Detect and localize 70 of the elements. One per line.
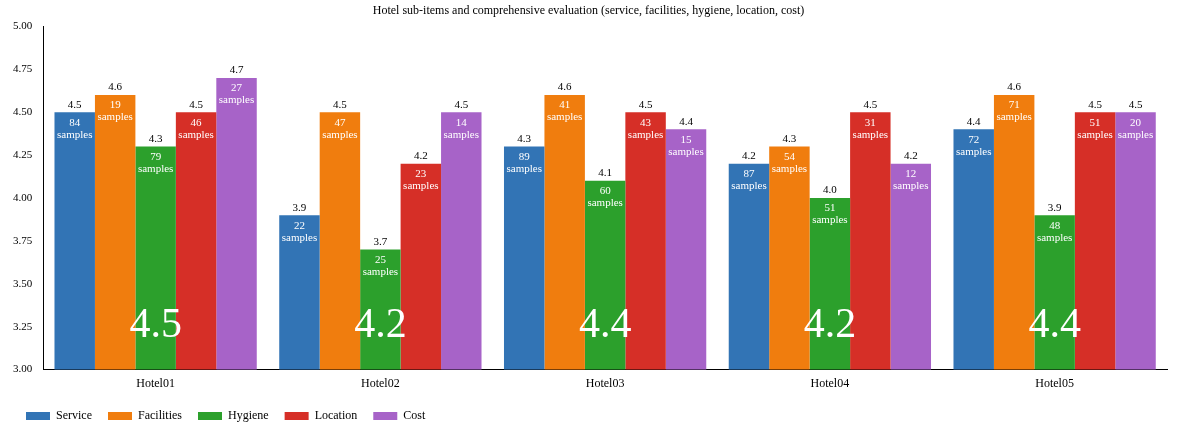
annotation: 27 samples [218, 81, 255, 106]
y-tick-label: 4.25 [13, 147, 33, 160]
data-label: 4.5 [638, 97, 653, 110]
x-tick-label: Hotel04 [810, 375, 850, 390]
annotation: 23 samples [403, 167, 439, 192]
annotation: 43 samples [627, 115, 664, 140]
annotation: 51 samples [812, 201, 848, 226]
data-label: 3.7 [373, 234, 388, 247]
annotation: 72 samples [955, 132, 992, 157]
legend-label: Location [314, 408, 358, 423]
annotation: 71 samples [996, 98, 1032, 123]
data-label: 4.0 [823, 183, 838, 196]
data-label: 4.4 [966, 114, 982, 127]
data-label: 3.9 [292, 200, 307, 213]
annotation: 79 samples [137, 149, 174, 174]
data-label: 4.3 [517, 131, 532, 144]
x-tick-label: Hotel05 [1035, 375, 1074, 390]
y-tick-label: 4.50 [13, 105, 33, 118]
data-label: 4.5 [67, 97, 83, 110]
data-label: 4.5 [1128, 97, 1143, 110]
chart-title: Hotel sub-items and comprehensive evaluation (service, facilities, hygiene, location, cost) [372, 3, 805, 18]
data-label: 4.6 [108, 80, 123, 93]
annotation: 41 samples [546, 98, 583, 123]
annotation: 14 samples [443, 115, 480, 140]
legend-label: Cost [403, 408, 426, 423]
annotation: 47 samples [322, 115, 358, 140]
annotation: 22 samples [281, 218, 318, 243]
data-label: 4.6 [557, 80, 573, 93]
data-label: 4.5 [454, 97, 469, 110]
data-label: 4.3 [782, 131, 797, 144]
annotation: 15 samples [668, 132, 704, 157]
annotation: 54 samples [771, 149, 808, 174]
annotation: 31 samples [852, 115, 889, 140]
y-tick-label: 3.50 [13, 276, 33, 289]
annotation: 84 samples [56, 115, 93, 140]
data-label: 4.2 [413, 149, 428, 162]
legend-label: Hygiene [227, 408, 269, 423]
y-tick-label: 4.75 [13, 62, 33, 75]
data-label: 4.5 [333, 97, 348, 110]
legend-label: Service [56, 408, 92, 423]
x-tick-label: Hotel01 [136, 375, 175, 390]
annotation: 19 samples [97, 98, 133, 123]
y-tick-label: 3.25 [13, 319, 33, 332]
data-label: 4.6 [1007, 80, 1022, 93]
y-tick-label: 5.00 [13, 19, 33, 32]
annotation: 89 samples [506, 149, 542, 174]
annotation: 87 samples [731, 167, 767, 192]
annotation: 46 samples [178, 115, 214, 140]
y-tick-label: 3.00 [13, 362, 33, 375]
data-label: 4.5 [863, 97, 878, 110]
y-tick-label: 4.00 [13, 190, 33, 203]
data-label: 4.5 [1088, 97, 1103, 110]
data-label: 4.7 [229, 63, 244, 76]
data-label: 4.3 [148, 131, 163, 144]
y-tick-label: 3.75 [13, 233, 33, 246]
annotation: 51 samples [1077, 115, 1113, 140]
annotation: 20 samples [1117, 115, 1154, 140]
legend-label: Facilities [137, 408, 183, 423]
annotation: 60 samples [587, 184, 623, 209]
data-label: 4.5 [189, 97, 204, 110]
x-tick-label: Hotel03 [585, 375, 625, 390]
annotation: 48 samples [1036, 218, 1073, 243]
data-label: 4.2 [742, 149, 756, 162]
annotation: 12 samples [893, 167, 929, 192]
x-tick-label: Hotel02 [361, 375, 400, 390]
data-label: 4.1 [598, 166, 612, 179]
data-label: 3.9 [1047, 200, 1062, 213]
data-label: 4.2 [903, 149, 918, 162]
annotation: 25 samples [362, 252, 399, 277]
data-label: 4.4 [679, 114, 694, 127]
